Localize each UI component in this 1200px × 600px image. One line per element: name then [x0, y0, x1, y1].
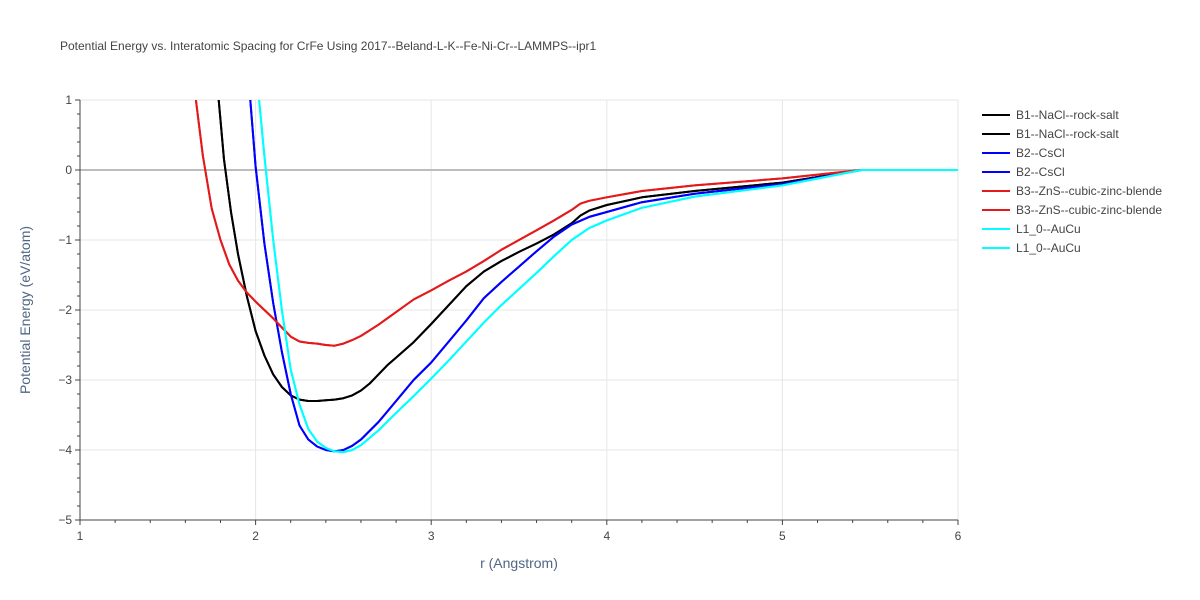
x-tick-label: 5: [779, 529, 786, 543]
legend-item[interactable]: B3--ZnS--cubic-zinc-blende: [982, 203, 1162, 217]
chart-title: Potential Energy vs. Interatomic Spacing…: [60, 39, 597, 53]
axes-layer: 1 2 3 4 5 6 1 0 −1 −2 −3 −4 −5: [58, 93, 961, 543]
legend-label: B3--ZnS--cubic-zinc-blende: [1016, 184, 1162, 198]
legend-item[interactable]: B1--NaCl--rock-salt: [982, 108, 1119, 122]
legend[interactable]: B1--NaCl--rock-salt B1--NaCl--rock-salt B2…: [982, 108, 1162, 255]
x-tick-label: 2: [252, 529, 259, 543]
series-line-2: [249, 100, 958, 453]
y-tick-label: −3: [58, 373, 72, 387]
x-tick-label: 3: [428, 529, 435, 543]
plot-area: [194, 100, 958, 454]
series-line-1: [217, 100, 958, 402]
legend-label: B2--CsCl: [1016, 165, 1065, 179]
legend-item[interactable]: B2--CsCl: [982, 146, 1065, 160]
legend-label: B1--NaCl--rock-salt: [1016, 108, 1119, 122]
series-line-0: [217, 100, 958, 402]
legend-label: L1_0--AuCu: [1016, 241, 1081, 255]
y-axis-title: Potential Energy (eV/atom): [17, 226, 33, 394]
legend-label: B1--NaCl--rock-salt: [1016, 127, 1119, 141]
legend-item[interactable]: B1--NaCl--rock-salt: [982, 127, 1119, 141]
legend-label: L1_0--AuCu: [1016, 222, 1081, 236]
x-tick-label: 1: [77, 529, 84, 543]
series-line-3: [249, 100, 958, 453]
series-line-5: [194, 100, 958, 347]
x-tick-label: 4: [603, 529, 610, 543]
legend-item[interactable]: L1_0--AuCu: [982, 241, 1081, 255]
series-line-6: [258, 100, 958, 454]
y-tick-label: 0: [65, 163, 72, 177]
y-tick-label: −2: [58, 303, 72, 317]
legend-item[interactable]: B3--ZnS--cubic-zinc-blende: [982, 184, 1162, 198]
y-tick-label: −4: [58, 443, 72, 457]
legend-item[interactable]: L1_0--AuCu: [982, 222, 1081, 236]
series-line-7: [258, 100, 958, 454]
x-tick-label: 6: [955, 529, 962, 543]
y-tick-label: −5: [58, 513, 72, 527]
y-tick-label: 1: [65, 93, 72, 107]
grid-layer: [80, 99, 959, 520]
legend-label: B2--CsCl: [1016, 146, 1065, 160]
legend-item[interactable]: B2--CsCl: [982, 165, 1065, 179]
legend-label: B3--ZnS--cubic-zinc-blende: [1016, 203, 1162, 217]
y-tick-label: −1: [58, 233, 72, 247]
x-axis-title: r (Angstrom): [480, 555, 558, 571]
